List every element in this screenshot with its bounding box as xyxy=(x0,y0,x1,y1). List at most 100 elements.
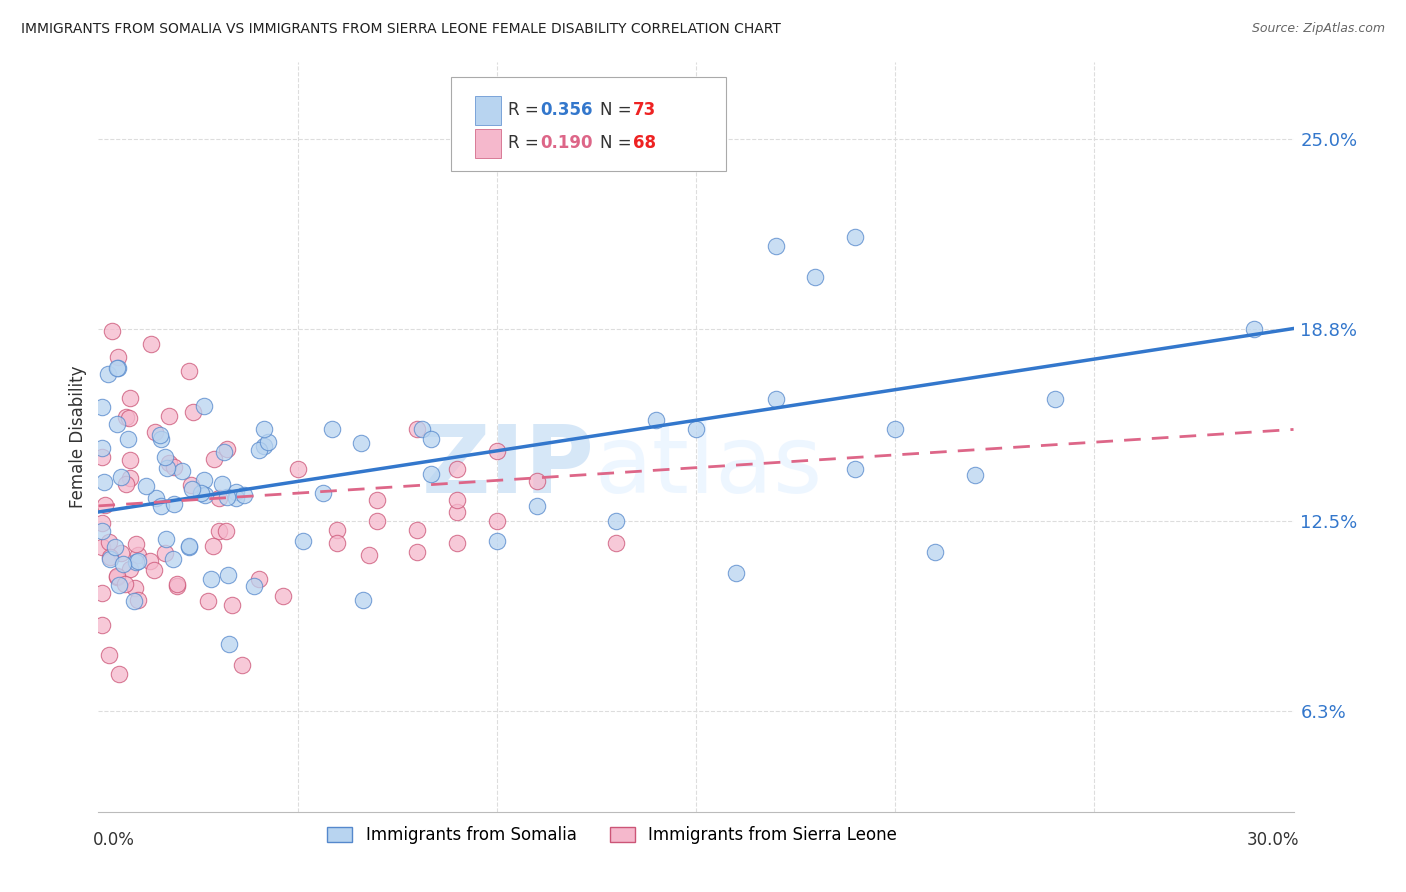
Point xyxy=(180,477,202,491)
Point xyxy=(208,524,231,538)
FancyBboxPatch shape xyxy=(475,129,501,158)
Point xyxy=(215,524,238,538)
Point xyxy=(91,524,114,538)
Point xyxy=(150,499,173,513)
Point xyxy=(114,409,136,424)
FancyBboxPatch shape xyxy=(475,96,501,125)
Point xyxy=(844,462,866,476)
Point xyxy=(406,422,429,436)
Point xyxy=(253,422,276,436)
Point xyxy=(114,576,136,591)
Point xyxy=(91,401,114,415)
Point xyxy=(197,593,219,607)
Point xyxy=(105,568,128,582)
Point xyxy=(150,433,173,447)
Point xyxy=(804,269,827,284)
Point xyxy=(157,409,180,423)
Point xyxy=(177,541,200,555)
Point xyxy=(110,470,132,484)
Point xyxy=(163,459,186,474)
Point xyxy=(112,557,135,571)
Point xyxy=(273,589,295,603)
Point xyxy=(326,535,349,549)
Point xyxy=(153,546,176,560)
Point xyxy=(724,566,747,581)
Point xyxy=(366,492,388,507)
Point xyxy=(97,535,120,549)
Point xyxy=(122,594,145,608)
Point xyxy=(765,392,787,406)
Point xyxy=(253,439,276,453)
Point xyxy=(485,443,508,458)
Point xyxy=(350,436,373,450)
Point xyxy=(166,579,188,593)
Text: R =: R = xyxy=(509,102,544,120)
Text: Source: ZipAtlas.com: Source: ZipAtlas.com xyxy=(1251,22,1385,36)
Point xyxy=(170,464,193,478)
Point xyxy=(366,514,388,528)
Point xyxy=(91,618,114,632)
Point xyxy=(139,554,162,568)
Point xyxy=(157,456,180,470)
Point xyxy=(107,361,129,376)
Text: 73: 73 xyxy=(633,102,655,120)
Point xyxy=(211,477,233,491)
Point xyxy=(108,667,131,681)
Point xyxy=(312,486,335,500)
Point xyxy=(233,488,256,502)
Point xyxy=(292,534,315,549)
Point xyxy=(91,441,114,455)
Point xyxy=(155,450,177,465)
Point xyxy=(446,492,468,507)
Point xyxy=(91,586,114,600)
Point xyxy=(446,505,468,519)
Point xyxy=(162,551,184,566)
Point xyxy=(605,535,627,549)
Point xyxy=(166,577,188,591)
Point xyxy=(194,488,217,502)
Point xyxy=(135,479,157,493)
Point xyxy=(145,491,167,506)
Point xyxy=(115,477,138,491)
Point xyxy=(142,563,165,577)
Point xyxy=(326,524,349,538)
Point xyxy=(963,468,986,483)
Point xyxy=(217,567,239,582)
Point xyxy=(107,577,129,591)
Point xyxy=(446,462,468,476)
Point xyxy=(924,545,946,559)
Point xyxy=(218,636,240,650)
Point xyxy=(125,555,148,569)
Point xyxy=(605,514,627,528)
Point xyxy=(98,549,121,564)
Point xyxy=(127,593,149,607)
Point xyxy=(120,562,142,576)
Point xyxy=(420,432,443,446)
Point xyxy=(181,405,204,419)
Text: 0.356: 0.356 xyxy=(541,102,593,120)
Point xyxy=(884,422,907,436)
Point xyxy=(181,482,204,496)
Point xyxy=(177,539,200,553)
Point xyxy=(411,422,433,436)
Point xyxy=(124,581,146,595)
Point xyxy=(105,417,128,432)
Point xyxy=(125,537,148,551)
Point xyxy=(193,473,215,487)
Point xyxy=(127,548,149,562)
Point xyxy=(485,533,508,548)
Point xyxy=(156,460,179,475)
Point xyxy=(163,498,186,512)
Text: 0.0%: 0.0% xyxy=(93,831,135,849)
Point xyxy=(107,350,129,364)
Point xyxy=(1243,321,1265,335)
Text: N =: N = xyxy=(600,135,637,153)
Legend: Immigrants from Somalia, Immigrants from Sierra Leone: Immigrants from Somalia, Immigrants from… xyxy=(319,817,905,852)
Point xyxy=(155,532,177,546)
Point xyxy=(202,539,225,553)
Point xyxy=(765,239,787,253)
Point xyxy=(202,451,225,466)
FancyBboxPatch shape xyxy=(451,78,725,171)
Text: 68: 68 xyxy=(633,135,655,153)
Point xyxy=(91,540,114,554)
